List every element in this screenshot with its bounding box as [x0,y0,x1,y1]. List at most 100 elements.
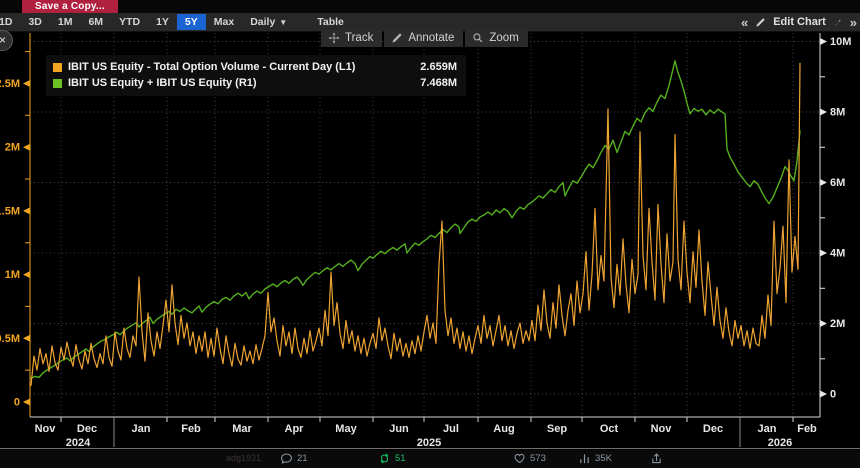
like-button[interactable]: 573 [513,452,546,465]
watermark-text: adg1931 [226,453,262,463]
month-label: Nov [651,423,673,435]
views-button[interactable]: 35K [578,452,612,465]
month-label: Feb [797,423,817,435]
month-label: Jan [132,423,151,435]
series-line-left [30,62,801,386]
month-label: Dec [77,423,97,435]
table-button[interactable]: Table [317,16,344,28]
right-axis-label: 4M [830,248,845,260]
repost-button[interactable]: 51 [378,452,406,465]
period-button-6m[interactable]: 6M [88,16,104,28]
zoom-button[interactable]: Zoom [465,30,528,47]
period-button-3d[interactable]: 3D [28,16,42,28]
views-icon [578,452,591,465]
edit-pencil-icon [755,17,766,28]
month-label: Sep [547,423,567,435]
legend-label: IBIT US Equity + IBIT US Equity (R1) [68,77,257,89]
social-action-bar: adg1931 21 51 573 35K [0,450,860,468]
frequency-label: Daily [250,16,276,28]
repost-count: 51 [395,453,406,464]
year-label: 2026 [768,437,792,449]
right-axis-label: 8M [830,107,845,119]
share-icon [650,452,663,465]
legend-value: 2.659M [420,61,457,73]
expand-right-icon[interactable]: » [849,14,857,30]
like-count: 573 [530,453,546,464]
pen-icon[interactable] [833,17,843,28]
left-tick-arrow-icon [23,398,30,406]
month-label: Jul [443,423,459,435]
left-axis-label: 0 [14,397,20,409]
repost-icon [378,452,391,465]
save-a-copy-tab[interactable]: Save a Copy... [22,0,118,13]
right-axis-label: 10M [830,36,851,48]
left-axis-label: 2M [5,142,20,154]
left-axis-label: 0.5M [0,333,20,345]
year-label: 2024 [66,437,91,449]
annotate-icon [391,32,403,44]
track-label: Track [345,32,374,44]
month-label: Jun [389,423,409,435]
right-tick-arrow-icon [820,38,827,45]
reply-icon [280,452,293,465]
right-tick-arrow-icon [820,108,827,116]
left-tick-arrow-icon [23,334,30,342]
month-label: Mar [232,423,252,435]
chart-tools: Track Annotate Zoom [321,30,528,47]
frequency-dropdown[interactable]: Daily ▼ [242,14,295,30]
left-axis-label: 2.5M [0,78,20,90]
edit-chart-button[interactable]: Edit Chart [773,16,826,28]
month-label: Oct [600,423,619,435]
left-tick-arrow-icon [23,271,30,279]
reply-button[interactable]: 21 [280,452,308,465]
legend-row: IBIT US Equity + IBIT US Equity (R1) 7.46… [53,75,457,91]
like-icon [513,452,526,465]
right-tick-arrow-icon [820,179,827,186]
toolbar-periods: 1D 3D 1M 6M YTD 1Y 5Y Max Daily ▼ Table [0,14,352,30]
right-axis-label: 2M [830,318,845,330]
right-tick-arrow-icon [820,249,827,257]
year-label: 2025 [417,437,441,449]
period-button-5y[interactable]: 5Y [176,14,206,30]
legend-swatch-icon [53,62,62,72]
top-strip [0,0,860,13]
legend-row: IBIT US Equity - Total Option Volume - C… [53,59,457,75]
month-label: Jan [758,423,777,435]
right-tick-arrow-icon [820,320,827,327]
period-button-ytd[interactable]: YTD [119,16,141,28]
chart-legend[interactable]: IBIT US Equity - Total Option Volume - C… [46,55,466,96]
track-button[interactable]: Track [321,30,383,47]
window-bottom-border [0,448,860,449]
month-label: Nov [35,423,57,435]
annotate-button[interactable]: Annotate [384,30,464,47]
left-tick-arrow-icon [23,143,30,151]
month-label: Feb [181,423,201,435]
month-label: Dec [703,423,723,435]
month-label: Aug [493,423,514,435]
share-button[interactable] [650,452,663,465]
track-icon [328,32,340,44]
period-button-max[interactable]: Max [213,16,235,28]
annotate-label: Annotate [408,32,455,44]
period-button-1d[interactable]: 1D [0,16,13,28]
left-tick-arrow-icon [23,80,30,87]
views-count: 35K [595,453,612,464]
right-axis-label: 0 [830,389,836,401]
period-button-1y[interactable]: 1Y [156,16,169,28]
left-axis-label: 1.5M [0,205,20,217]
right-axis-label: 6M [830,177,845,189]
chevron-down-icon: ▼ [279,18,288,27]
zoom-icon [472,32,484,44]
month-label: Apr [285,423,305,435]
left-tick-arrow-icon [23,207,30,215]
reply-count: 21 [297,453,308,464]
series-line-right [30,60,801,379]
collapse-left-icon[interactable]: « [740,14,749,30]
toolbar-right: « Edit Chart » [741,16,860,29]
zoom-label: Zoom [489,32,519,44]
period-button-1m[interactable]: 1M [57,16,73,28]
legend-value: 7.468M [420,77,457,89]
legend-label: IBIT US Equity - Total Option Volume - C… [68,61,356,73]
